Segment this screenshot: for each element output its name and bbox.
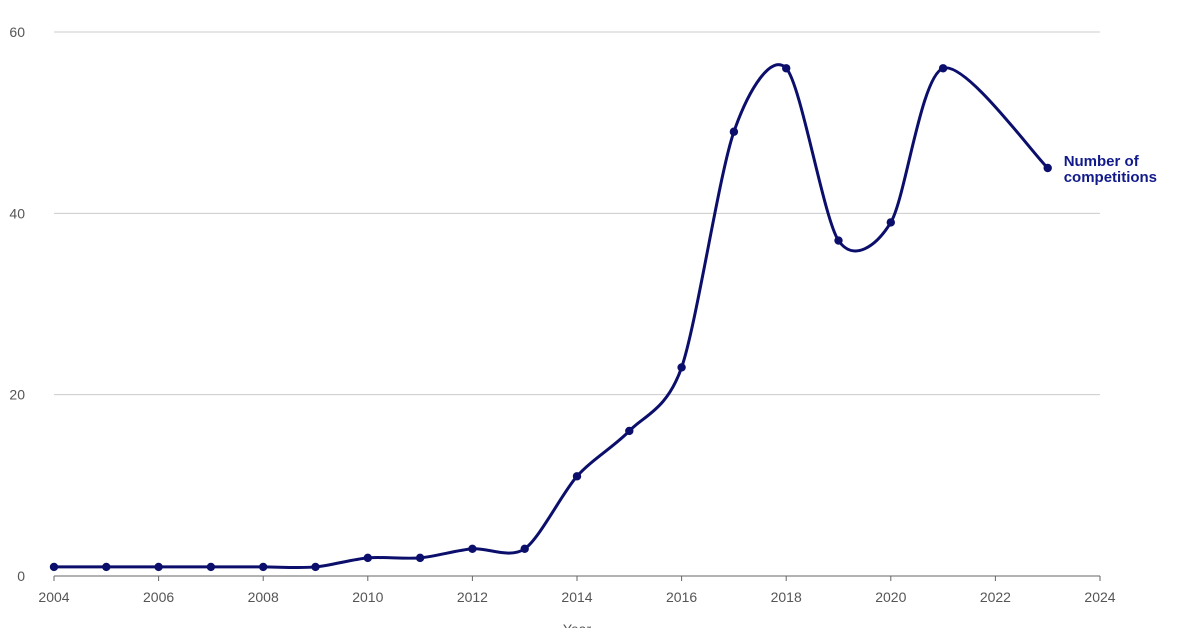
x-tick-label: 2018 xyxy=(771,589,802,605)
data-point-2019 xyxy=(834,236,843,245)
y-tick-label: 0 xyxy=(17,568,25,584)
x-tick-label: 2008 xyxy=(248,589,279,605)
data-point-2016 xyxy=(677,363,686,372)
series-label-line: competitions xyxy=(1064,169,1157,186)
data-point-2005 xyxy=(102,562,111,572)
data-point-2010 xyxy=(363,553,372,563)
x-tick-label: 2014 xyxy=(561,589,592,605)
data-point-2008 xyxy=(259,562,268,572)
data-point-2004 xyxy=(49,562,59,572)
label-layer: Number of competitions xyxy=(1064,153,1157,186)
data-point-2015 xyxy=(625,426,634,436)
y-tick-label: 60 xyxy=(9,24,25,40)
x-tick-label: 2016 xyxy=(666,589,697,605)
data-point-2018 xyxy=(782,64,791,73)
series-end-label: Number of competitions xyxy=(1064,153,1157,186)
data-point-2006 xyxy=(154,562,163,572)
data-point-2011 xyxy=(415,553,425,563)
series-label-line: Number of xyxy=(1064,153,1140,170)
data-point-2020 xyxy=(886,218,895,227)
axis-layer: 0 20 40 60 2004 2006 2008 2010 2012 2014 2016 2018 2… xyxy=(9,24,1115,628)
data-point-2007 xyxy=(206,562,216,572)
y-tick-label: 40 xyxy=(9,205,25,221)
data-point-2009 xyxy=(311,562,320,572)
x-tick-label: 2024 xyxy=(1084,589,1115,605)
x-tick-label: 2006 xyxy=(143,589,174,605)
data-point-2017 xyxy=(729,127,739,136)
y-tick-label: 20 xyxy=(9,387,25,403)
x-tick-label: 2004 xyxy=(38,589,69,605)
x-tick-label: 2012 xyxy=(457,589,488,605)
grid-layer xyxy=(54,31,1100,577)
competitions-series-line xyxy=(52,63,1050,569)
x-tick-label: 2010 xyxy=(352,589,383,605)
data-point-2014 xyxy=(572,472,582,481)
data-point-2023 xyxy=(1043,163,1052,173)
x-tick-label: 2022 xyxy=(980,589,1011,605)
x-tick-label: 2020 xyxy=(875,589,906,605)
series-layer xyxy=(49,63,1052,572)
x-axis-title: Year xyxy=(563,621,592,628)
data-point-2021 xyxy=(938,64,948,73)
data-point-2013 xyxy=(520,544,529,553)
data-point-2012 xyxy=(468,544,477,553)
